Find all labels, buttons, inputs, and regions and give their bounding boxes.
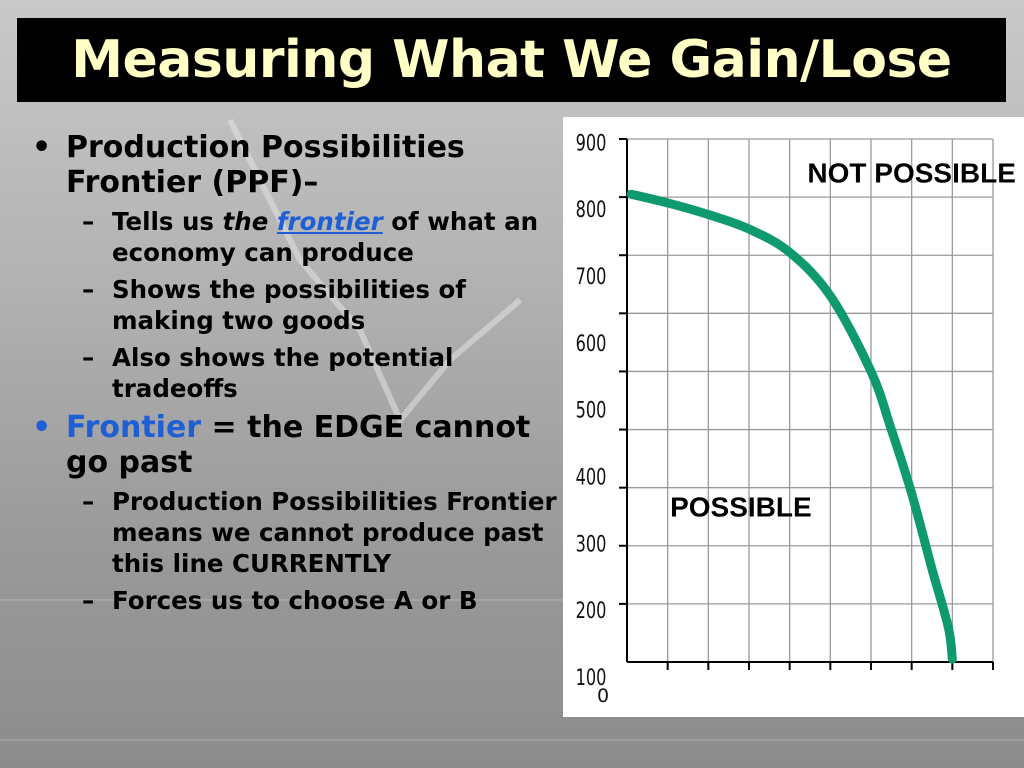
dash-icon: – (82, 343, 95, 372)
frontier-term: Frontier (66, 410, 202, 445)
region-label: POSSIBLE (670, 492, 812, 523)
sub1-suffix: of what an economy can produce (112, 207, 539, 267)
bullet-dot-icon: • (32, 410, 52, 445)
y-tick-label: 800 (576, 197, 607, 223)
ppf-chart-panel: 1002003004005006007008009001002003004005… (563, 117, 1024, 717)
y-tick-label: 200 (576, 598, 607, 624)
sub3-text: Also shows the potential tradeoffs (112, 343, 454, 403)
frontier-definition: = the EDGE cannot go past (66, 410, 531, 480)
title-bar: Measuring What We Gain/Lose (17, 18, 1006, 102)
ppf-curve (626, 189, 957, 664)
sub1-prefix: Tells us (112, 207, 223, 236)
sub-bullet-two-goods: – Shows the possibilities of making two … (30, 274, 565, 336)
bullet-list: • Production Possibilities Frontier (PPF… (30, 130, 565, 622)
dash-icon: – (82, 275, 95, 304)
bullet-frontier: • Frontier = the EDGE cannot go past (30, 410, 565, 480)
y-tick-label: 100 (576, 665, 607, 691)
sub2-text: Shows the possibilities of making two go… (112, 275, 466, 335)
y-tick-label: 500 (576, 397, 607, 423)
dash-icon: – (82, 207, 95, 236)
sub5-text: Forces us to choose A or B (112, 586, 478, 615)
frontier-link[interactable]: frontier (276, 207, 383, 236)
ppf-chart: 1002003004005006007008009001002003004005… (576, 130, 1016, 707)
bullet-ppf: • Production Possibilities Frontier (PPF… (30, 130, 565, 200)
region-label: NOT POSSIBLE (807, 158, 1015, 189)
sub4-text: Production Possibilities Frontier means … (112, 487, 557, 578)
bullet-dot-icon: • (32, 130, 52, 165)
y-tick-label: 900 (576, 130, 607, 156)
sub1-italic: the (222, 207, 277, 236)
slide-title: Measuring What We Gain/Lose (71, 30, 952, 90)
sub-bullet-tradeoffs: – Also shows the potential tradeoffs (30, 342, 565, 404)
sub-bullet-cannot-produce: – Production Possibilities Frontier mean… (30, 486, 565, 579)
sub-bullet-choose: – Forces us to choose A or B (30, 585, 565, 616)
dash-icon: – (82, 487, 95, 516)
y-tick-label: 600 (576, 330, 607, 356)
y-tick-label: 700 (576, 264, 607, 290)
y-tick-label: 400 (576, 464, 607, 490)
bullet-ppf-text: Production Possibilities Frontier (PPF)– (66, 130, 465, 200)
origin-label: 0 (597, 685, 609, 707)
y-tick-label: 300 (576, 531, 607, 557)
dash-icon: – (82, 586, 95, 615)
sub-bullet-frontier: – Tells us the frontier of what an econo… (30, 206, 565, 268)
